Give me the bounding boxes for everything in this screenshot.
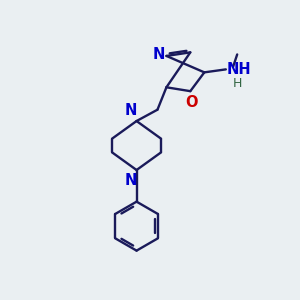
Text: H: H bbox=[232, 77, 242, 90]
Text: N: N bbox=[125, 103, 137, 118]
Text: O: O bbox=[185, 95, 198, 110]
Text: NH: NH bbox=[227, 61, 251, 76]
Text: N: N bbox=[125, 173, 137, 188]
Text: N: N bbox=[152, 47, 165, 62]
